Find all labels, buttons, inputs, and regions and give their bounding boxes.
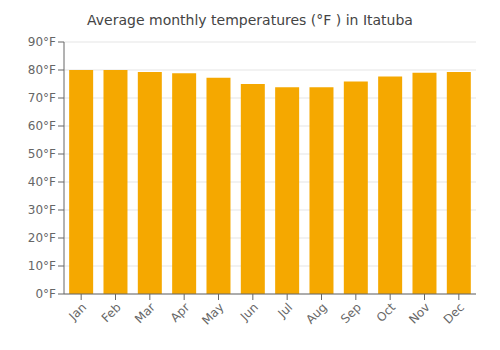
svg-text:Apr: Apr (168, 300, 193, 325)
svg-text:10°F: 10°F (28, 259, 56, 273)
svg-text:Mar: Mar (132, 300, 158, 326)
svg-text:40°F: 40°F (28, 175, 56, 189)
svg-text:60°F: 60°F (28, 119, 56, 133)
svg-text:Feb: Feb (99, 300, 124, 325)
svg-text:Jun: Jun (237, 300, 261, 324)
svg-text:Jul: Jul (274, 300, 295, 321)
svg-text:Aug: Aug (303, 300, 329, 326)
svg-text:30°F: 30°F (28, 203, 56, 217)
svg-text:May: May (199, 300, 226, 327)
svg-text:70°F: 70°F (28, 91, 56, 105)
svg-text:90°F: 90°F (28, 35, 56, 49)
svg-text:Nov: Nov (406, 300, 432, 326)
svg-text:Sep: Sep (338, 300, 364, 326)
html-text:Average monthly temperatures (: Average monthly temperatures (°F ) in It… (87, 12, 413, 28)
svg-text:50°F: 50°F (28, 147, 56, 161)
svg-text:80°F: 80°F (28, 63, 56, 77)
svg-text:20°F: 20°F (28, 231, 56, 245)
svg-text:Dec: Dec (441, 300, 467, 326)
svg-text:0°F: 0°F (35, 287, 56, 301)
svg-text:Oct: Oct (374, 300, 399, 325)
svg-text:Jan: Jan (66, 300, 90, 324)
